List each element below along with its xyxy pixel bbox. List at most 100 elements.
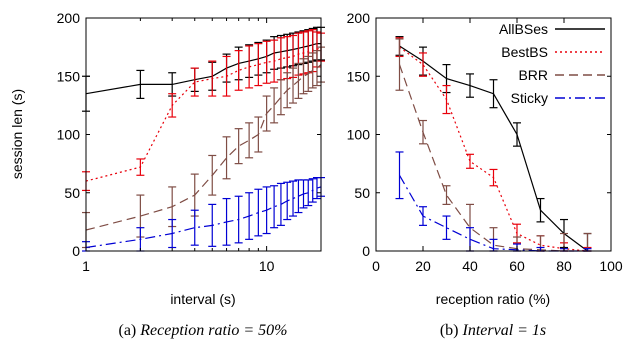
error-bar-brr <box>419 119 427 145</box>
ytick-label: 200 <box>57 10 81 26</box>
error-bar-sticky <box>190 209 199 246</box>
error-bar-brr <box>234 128 243 165</box>
chart-a-plot-area <box>82 26 325 252</box>
legend-label-bestbs: BestBS <box>501 44 548 60</box>
error-bar-sticky <box>283 181 292 221</box>
xtick-label: 10 <box>259 258 275 274</box>
chart-b-ticks: 0 50 100 150 200 0 20 40 60 80 100 <box>347 10 623 274</box>
error-bar-bestbs <box>254 43 263 87</box>
error-bar-sticky <box>136 227 145 252</box>
error-bar-brr <box>222 136 231 180</box>
error-bar-brr <box>294 62 303 99</box>
error-bar-sticky <box>419 206 427 226</box>
error-bar-bestbs <box>136 158 145 176</box>
chart-legend: AllBSes BestBS BRR Sticky <box>499 21 605 106</box>
ytick-label: 50 <box>64 185 80 201</box>
error-bar-brr <box>270 87 279 124</box>
error-bar-bestbs <box>270 39 279 83</box>
chart-b: 0 50 100 150 200 0 20 40 60 80 100 reception ratio… <box>347 10 623 339</box>
error-bar-brr <box>289 67 298 104</box>
error-bar-brr <box>299 58 308 95</box>
error-bar-bestbs <box>466 153 474 169</box>
error-bar-sticky <box>208 203 217 247</box>
error-bar-bestbs <box>190 67 199 97</box>
error-bar-sticky <box>442 215 451 240</box>
ytick-label: 100 <box>347 127 371 143</box>
error-bar-sticky <box>276 182 285 226</box>
error-bar-bestbs <box>419 52 427 77</box>
error-bar-bestbs <box>168 93 177 118</box>
ytick-label: 100 <box>57 127 81 143</box>
error-bar-allbses <box>466 73 474 98</box>
error-bar-bestbs <box>208 60 217 97</box>
error-bar-sticky <box>222 197 231 246</box>
chart-a: 0 50 100 150 200 1 10 interval (s) session len… <box>9 10 325 339</box>
error-bar-sticky <box>395 151 404 200</box>
series-line-brr <box>85 64 322 231</box>
ytick-label: 200 <box>347 10 371 26</box>
legend-label-brr: BRR <box>518 67 548 83</box>
chart-a-caption-text: Reception ratio = 50% <box>139 322 287 339</box>
series-line-bestbs <box>399 46 588 252</box>
xtick-label: 100 <box>599 258 623 274</box>
series-line-allbses <box>399 45 588 252</box>
xtick-label: 80 <box>556 258 572 274</box>
error-bar-sticky <box>168 218 177 249</box>
ytick-label: 50 <box>354 185 370 201</box>
error-bar-brr <box>283 72 292 109</box>
chart-b-plot-area <box>395 36 592 252</box>
error-bar-brr <box>254 116 263 153</box>
error-bar-sticky <box>299 179 308 209</box>
error-bar-brr <box>245 122 254 159</box>
error-bar-sticky <box>308 178 317 203</box>
error-bar-bestbs <box>245 45 254 89</box>
xtick-label: 20 <box>415 258 431 274</box>
ytick-label: 0 <box>72 243 80 259</box>
error-bar-sticky <box>262 186 271 235</box>
ytick-label: 150 <box>57 68 81 84</box>
error-bar-allbses <box>513 122 521 147</box>
legend-label-sticky: Sticky <box>511 90 548 106</box>
xtick-label: 60 <box>509 258 525 274</box>
error-bar-brr <box>262 95 271 132</box>
chart-b-caption: (b) Interval = 1s <box>440 322 546 339</box>
chart-a-ticks: 0 50 100 150 200 1 10 <box>57 10 321 274</box>
error-bar-sticky <box>304 179 313 207</box>
error-bar-bestbs <box>262 40 271 84</box>
xtick-label: 1 <box>82 258 90 274</box>
chart-a-xlabel: interval (s) <box>170 291 235 307</box>
error-bar-sticky <box>245 192 254 240</box>
error-bar-sticky <box>289 180 298 217</box>
series-line-sticky <box>85 186 322 249</box>
error-bar-brr <box>395 38 404 91</box>
error-bar-bestbs <box>489 168 498 187</box>
legend-label-allbses: AllBSes <box>499 21 548 37</box>
error-bar-sticky <box>254 188 263 237</box>
series-line-bestbs <box>85 46 322 182</box>
xtick-label: 0 <box>372 258 380 274</box>
ytick-label: 0 <box>362 243 370 259</box>
error-bar-bestbs <box>234 50 243 91</box>
ytick-label: 150 <box>347 68 371 84</box>
error-bar-brr <box>312 50 321 87</box>
error-bar-sticky <box>234 195 243 244</box>
error-bar-brr <box>442 185 451 205</box>
chart-b-xlabel: reception ratio (%) <box>436 291 550 307</box>
error-bar-brr <box>276 79 285 116</box>
error-bar-brr <box>308 52 317 89</box>
error-bar-allbses <box>136 69 145 99</box>
error-bar-allbses <box>536 197 545 223</box>
error-bar-bestbs <box>442 84 451 115</box>
error-bar-bestbs <box>222 55 231 97</box>
error-bar-sticky <box>270 185 279 229</box>
error-bar-brr <box>208 154 217 196</box>
chart-a-frame <box>85 17 322 252</box>
error-bar-sticky <box>312 177 321 200</box>
chart-b-caption-label: (b) <box>440 322 463 339</box>
error-bar-allbses <box>489 79 498 109</box>
series-line-allbses <box>85 42 321 95</box>
chart-a-caption: (a) Reception ratio = 50% <box>119 322 288 339</box>
chart-a-caption-label: (a) <box>119 322 141 339</box>
chart-b-caption-text: Interval = 1s <box>461 322 546 339</box>
